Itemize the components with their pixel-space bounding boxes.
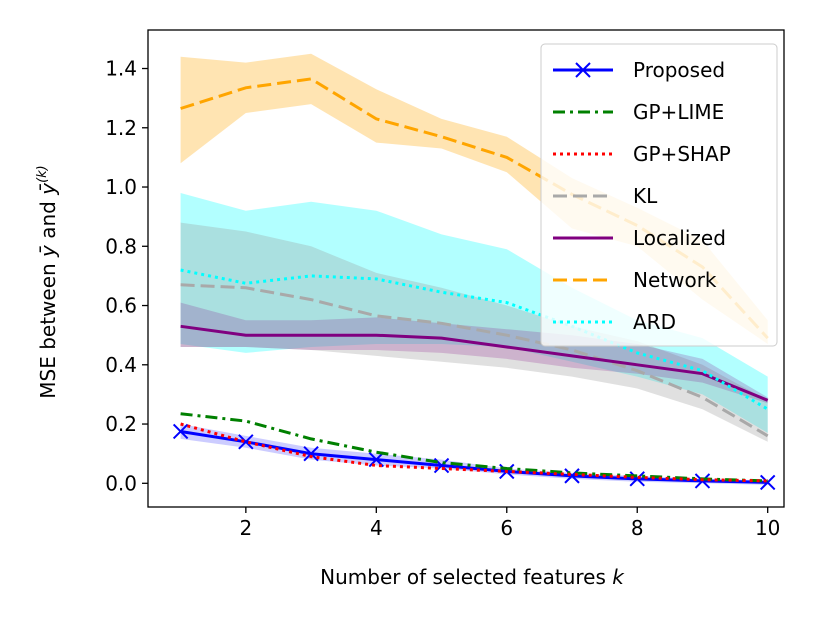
legend-label-gp-shap: GP+SHAP: [633, 142, 731, 166]
band-ard: [180, 193, 768, 433]
series-lines: [172, 77, 776, 491]
y-tick-label: 0.0: [105, 471, 137, 495]
series-localized-line: [180, 324, 769, 402]
series-proposed-point: [238, 434, 254, 450]
plot-frame: [147, 29, 785, 508]
x-tick-label: 6: [500, 516, 513, 540]
band-localized: [180, 302, 768, 404]
y-tick-label: 0.8: [105, 234, 137, 258]
legend-label-kl: KL: [633, 184, 658, 208]
y-tick-label: 1.2: [105, 116, 137, 140]
legend-label-ard: ARD: [633, 310, 676, 334]
legend: Proposed GP+LIME GP+SHAP KL Localized Network…: [540, 43, 778, 347]
legend-label-proposed: Proposed: [633, 58, 725, 82]
legend-label-gp-lime: GP+LIME: [633, 100, 724, 124]
y-tick-label: 0.6: [105, 294, 137, 318]
legend-label-network: Network: [633, 268, 717, 292]
series-gp-lime-line: [180, 412, 768, 483]
x-tick-label: 2: [239, 516, 252, 540]
series-ard-line: [180, 268, 769, 411]
legend-marker-proposed: [575, 62, 591, 78]
x-tick-label: 10: [755, 516, 780, 540]
series-proposed-point: [759, 474, 776, 491]
legend-label-localized: Localized: [633, 226, 726, 250]
y-tick-label: 0.2: [105, 412, 137, 436]
series-proposed-point: [172, 423, 189, 440]
y-tick-label: 1.4: [105, 57, 137, 81]
series-proposed-point: [303, 445, 319, 462]
series-kl-line: [180, 283, 769, 438]
x-tick-label: 8: [631, 516, 644, 540]
legend-box: [540, 43, 778, 347]
y-axis-label: MSE between ȳ and ȳ(k): [35, 165, 60, 399]
tick-labels: 2 4 6 8 10 0.0 0.2 0.4 0.6 0.8 1.0 1.2 1.4: [105, 57, 780, 540]
band-network: [180, 53, 768, 344]
axes: [142, 29, 785, 513]
x-axis-label: Number of selected features k: [320, 565, 625, 589]
y-tick-label: 0.4: [105, 353, 137, 377]
y-tick-label: 1.0: [105, 175, 137, 199]
x-tick-label: 4: [370, 516, 383, 540]
